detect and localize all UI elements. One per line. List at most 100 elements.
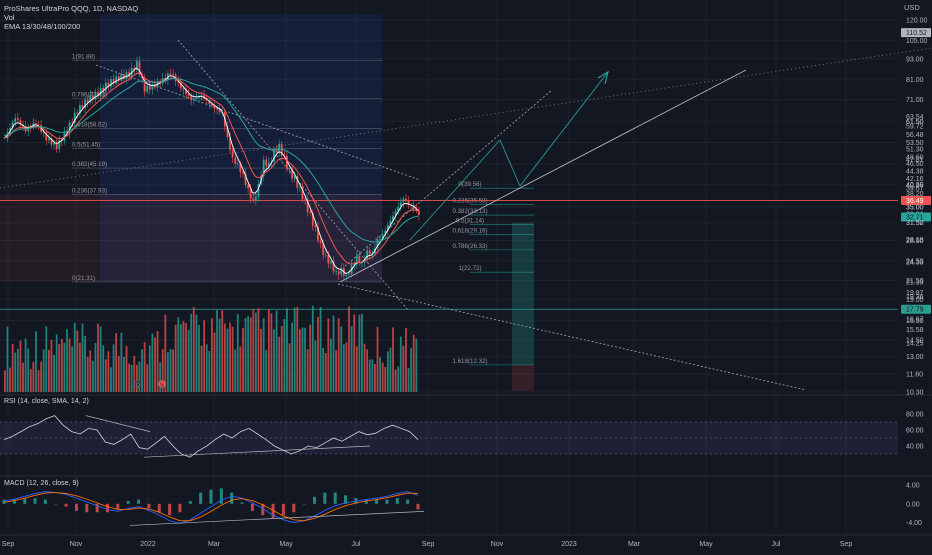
candle-body: [112, 79, 115, 84]
candle-body: [89, 95, 92, 103]
candle-body: [55, 142, 58, 150]
candle-body: [291, 169, 294, 179]
candle-body: [386, 224, 389, 231]
volume-bar: [40, 361, 43, 392]
candle-body: [301, 187, 304, 200]
candle-body: [306, 199, 309, 212]
fib-level-label: 0.618(58.62): [72, 122, 107, 129]
volume-bar: [55, 334, 58, 392]
fib-zone: [0, 194, 382, 282]
volume-bar: [335, 350, 337, 392]
volume-bar: [161, 349, 164, 392]
trend-line: [519, 71, 609, 187]
candle-body: [402, 198, 405, 203]
volume-bar: [275, 310, 278, 392]
volume-bar: [311, 305, 314, 392]
price-tag-label: 36.49: [906, 198, 924, 205]
candle-body: [200, 95, 203, 97]
volume-bar: [345, 342, 348, 392]
rsi-line: [3, 415, 419, 458]
volume-bar: [397, 366, 400, 392]
candle-body: [84, 99, 87, 108]
ema-label[interactable]: EMA 13/30/48/100/200: [4, 22, 81, 31]
macd-y-label: 0.00: [906, 501, 920, 508]
candle-body: [335, 271, 337, 273]
macd-y-label: 4.00: [906, 483, 920, 490]
candle-body: [45, 132, 48, 141]
volume-bar: [205, 344, 208, 392]
volume-bar: [32, 361, 35, 392]
volume-bar: [298, 329, 301, 392]
macd-histogram-bar: [157, 503, 161, 513]
volume-bar: [89, 350, 92, 392]
macd-y-label: -4.00: [906, 520, 922, 527]
macd-title[interactable]: MACD (12, 26, close, 9): [4, 480, 79, 487]
volume-bar: [309, 324, 312, 392]
candle-body: [102, 87, 105, 92]
rsi-title[interactable]: RSI (14, close, SMA, 14, 2): [4, 398, 89, 405]
macd-histogram-bar: [178, 503, 182, 513]
volume-bar: [399, 336, 402, 392]
candle-body: [146, 86, 149, 92]
candle-body: [138, 61, 141, 75]
candle-body: [280, 143, 283, 156]
macd-histogram-bar: [344, 495, 348, 504]
volume-bar: [179, 324, 182, 392]
macd-histogram-bar: [54, 503, 58, 505]
y-tick-label: 53.50: [906, 140, 924, 147]
price-tag-label: 63.54: [906, 114, 924, 121]
event-marker-label: S: [160, 382, 164, 388]
candle-body: [304, 199, 306, 201]
y-tick-label: 46.50: [906, 161, 924, 168]
candle-body: [348, 274, 350, 275]
volume-bar: [379, 357, 381, 392]
volume-bar: [348, 306, 350, 392]
volume-bar: [306, 349, 309, 392]
candle-body: [19, 120, 22, 125]
volume-bar: [291, 322, 294, 392]
fib-level-label: 1(22.72): [458, 265, 481, 272]
price-tag-label: 19.36: [906, 294, 924, 301]
candle-body: [154, 84, 156, 88]
symbol-title[interactable]: ProShares UltraPro QQQ, 1D, NASDAQ: [4, 4, 139, 13]
volume-bar: [185, 323, 187, 392]
volume-bar: [11, 343, 14, 392]
volume-bar: [244, 318, 247, 392]
volume-bar: [340, 326, 343, 392]
macd-histogram-bar: [292, 503, 296, 513]
volume-bar: [174, 324, 177, 392]
candle-body: [185, 89, 187, 95]
candle-body: [288, 168, 291, 170]
target-zone: [512, 222, 534, 365]
candle-body: [332, 261, 335, 272]
trend-line: [339, 69, 747, 283]
fib-level-label: 0.786(26.33): [452, 243, 487, 250]
price-tag-label: 28.18: [906, 237, 924, 244]
volume-bar: [211, 318, 213, 392]
price-tag-label: 21.33: [906, 279, 924, 286]
highlight-box: [100, 14, 382, 282]
candle-body: [298, 187, 301, 189]
candle-body: [198, 96, 200, 98]
candle-body: [397, 206, 400, 212]
macd-histogram-bar: [64, 503, 68, 507]
x-tick-label: 2022: [140, 541, 156, 548]
price-tag: [901, 28, 931, 38]
volume-bar: [319, 306, 322, 392]
volume-bar: [314, 340, 317, 392]
volume-bar: [216, 309, 218, 392]
trend-line: [409, 139, 501, 241]
candle-body: [278, 143, 281, 153]
main-legend: ProShares UltraPro QQQ, 1D, NASDAQ Vol E…: [4, 4, 138, 31]
volume-bar: [86, 356, 89, 392]
volume-bar: [35, 331, 37, 392]
candle-body: [368, 250, 371, 255]
volume-bar: [4, 370, 6, 392]
x-tick-label: 2023: [561, 541, 577, 548]
candle-body: [330, 261, 332, 264]
price-tag-label: 16.67: [906, 317, 924, 324]
price-tag-label: 47.81: [906, 157, 924, 164]
volume-bar: [94, 343, 97, 392]
x-tick-label: Mar: [208, 541, 221, 548]
